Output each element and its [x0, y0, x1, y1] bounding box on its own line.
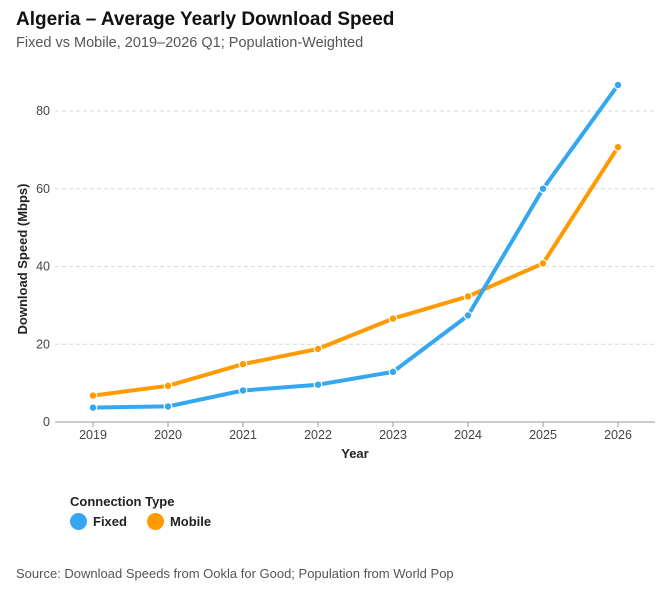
series-lines — [88, 80, 623, 413]
data-point-mobile[interactable] — [163, 381, 173, 391]
x-tick-label: 2026 — [604, 428, 632, 442]
legend-swatch-fixed — [70, 513, 87, 530]
data-point-mobile[interactable] — [463, 292, 473, 301]
data-point-mobile[interactable] — [313, 344, 323, 354]
legend-item-mobile[interactable]: Mobile — [146, 513, 212, 530]
data-point-mobile[interactable] — [388, 314, 398, 323]
data-point-fixed[interactable] — [538, 184, 548, 194]
data-point-fixed[interactable] — [88, 403, 98, 413]
data-point-fixed[interactable] — [613, 80, 623, 90]
x-tick-label: 2022 — [304, 428, 332, 442]
data-point-fixed[interactable] — [163, 402, 173, 411]
data-point-fixed[interactable] — [238, 386, 248, 395]
legend-title: Connection Type — [70, 494, 175, 509]
legend-label-mobile: Mobile — [169, 514, 212, 529]
data-point-mobile[interactable] — [613, 142, 623, 152]
y-tick-label: 20 — [36, 337, 50, 351]
x-tick-label: 2024 — [454, 428, 482, 442]
legend-item-fixed[interactable]: Fixed — [70, 513, 127, 530]
chart-subtitle: Fixed vs Mobile, 2019–2026 Q1; Populatio… — [16, 35, 364, 51]
chart-title: Algeria – Average Yearly Download Speed — [16, 9, 395, 30]
y-tick-label: 40 — [36, 260, 50, 274]
x-axis-ticks: 2019 2020 2021 2022 2023 2024 2025 2026 — [79, 422, 632, 442]
data-point-mobile[interactable] — [88, 391, 98, 400]
legend: Connection Type Fixed Mobile — [70, 494, 231, 530]
y-tick-label: 80 — [36, 104, 50, 118]
source-note: Source: Download Speeds from Ookla for G… — [16, 566, 454, 581]
x-tick-label: 2025 — [529, 428, 557, 442]
y-axis-title: Download Speed (Mbps) — [15, 184, 30, 335]
y-tick-label: 0 — [43, 415, 50, 429]
legend-items: Fixed Mobile — [70, 513, 231, 530]
x-tick-label: 2023 — [379, 428, 407, 442]
x-tick-label: 2020 — [154, 428, 182, 442]
data-point-mobile[interactable] — [538, 258, 548, 268]
legend-label-fixed: Fixed — [93, 514, 127, 529]
data-point-fixed[interactable] — [463, 311, 473, 320]
legend-swatch-mobile — [146, 513, 164, 530]
series-line-fixed — [91, 83, 620, 410]
x-tick-label: 2021 — [229, 428, 257, 442]
data-point-fixed[interactable] — [388, 367, 398, 377]
y-tick-label: 60 — [36, 182, 50, 196]
y-axis-ticks: 0 20 40 60 80 — [36, 104, 50, 429]
data-point-fixed[interactable] — [313, 380, 323, 390]
x-tick-label: 2019 — [79, 428, 107, 442]
x-axis-title: Year — [341, 446, 368, 461]
data-point-mobile[interactable] — [238, 359, 248, 369]
gridlines — [55, 110, 655, 345]
series-line-mobile — [91, 145, 620, 398]
